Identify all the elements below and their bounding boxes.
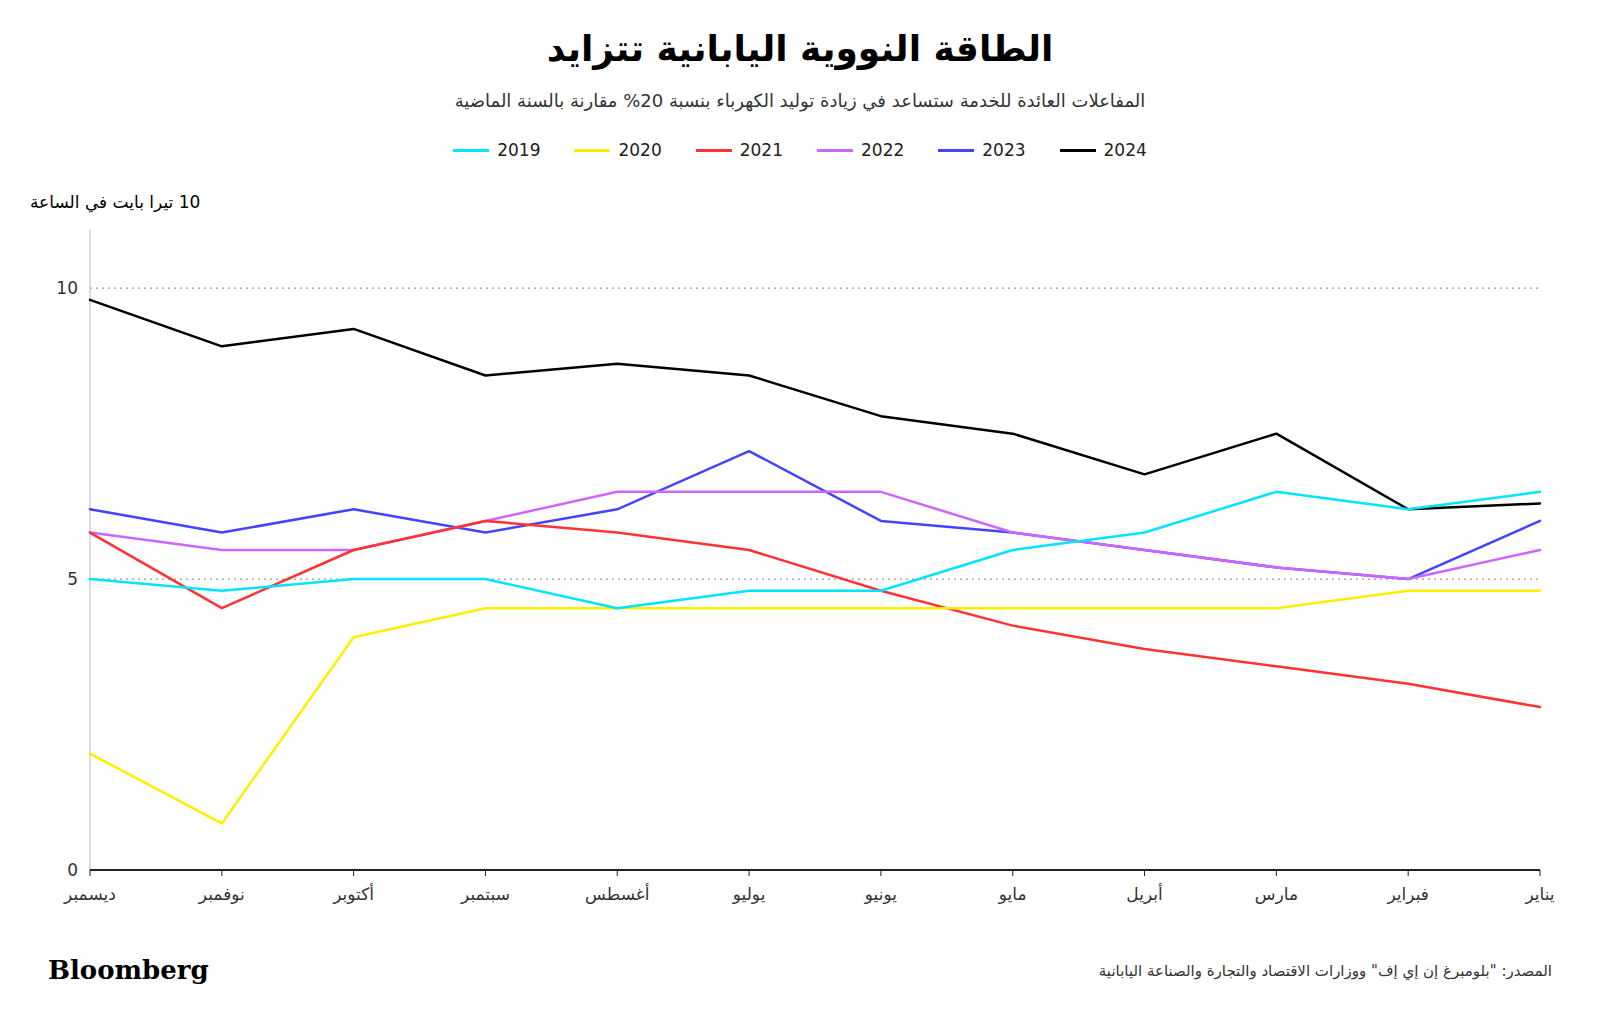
- y-tick-label: 5: [67, 569, 78, 589]
- legend-label: 2021: [740, 140, 783, 160]
- legend-swatch: [938, 149, 974, 152]
- legend-label: 2023: [982, 140, 1025, 160]
- x-tick: [353, 870, 354, 876]
- x-tick-label: يوليو: [732, 884, 766, 904]
- x-tick-label: فبراير: [1386, 884, 1428, 904]
- x-tick-label: أكتوبر: [332, 883, 374, 904]
- series-line: [90, 521, 1540, 707]
- logo: Bloomberg: [48, 955, 209, 985]
- legend-swatch: [574, 149, 610, 152]
- x-tick-label: أغسطس: [585, 883, 649, 904]
- legend-label: 2019: [497, 140, 540, 160]
- x-tick-label: مارس: [1255, 884, 1298, 904]
- x-tick: [90, 870, 91, 876]
- y-axis-line: [90, 230, 91, 870]
- series-line: [90, 492, 1540, 579]
- series-line: [90, 451, 1540, 579]
- legend-label: 2022: [861, 140, 904, 160]
- series-line: [90, 591, 1540, 824]
- x-tick-label: سبتمبر: [460, 884, 510, 904]
- x-tick: [1540, 870, 1541, 876]
- legend-item: 2021: [696, 140, 783, 160]
- grid-line: [90, 288, 1540, 289]
- x-tick: [1012, 870, 1013, 876]
- grid-line: [90, 578, 1540, 579]
- x-tick: [221, 870, 222, 876]
- legend-label: 2024: [1104, 140, 1147, 160]
- legend-item: 2019: [453, 140, 540, 160]
- x-tick-label: أبريل: [1126, 883, 1162, 904]
- legend: 2019 2020 2021 2022 2023 2024: [0, 140, 1600, 160]
- x-tick: [485, 870, 486, 876]
- legend-item: 2023: [938, 140, 1025, 160]
- series-line: [90, 300, 1540, 509]
- x-tick: [880, 870, 881, 876]
- x-tick: [749, 870, 750, 876]
- x-tick: [617, 870, 618, 876]
- x-axis-line: [90, 869, 1540, 871]
- legend-item: 2024: [1060, 140, 1147, 160]
- x-tick-label: يناير: [1524, 884, 1554, 904]
- title: الطاقة النووية اليابانية تتزايد: [0, 28, 1600, 69]
- x-tick-label: مايو: [998, 884, 1027, 904]
- lines: [90, 300, 1540, 824]
- legend-swatch: [1060, 149, 1096, 152]
- legend-label: 2020: [618, 140, 661, 160]
- subtitle: المفاعلات العائدة للخدمة ستساعد في زيادة…: [0, 90, 1600, 111]
- grid-line: [90, 869, 1540, 870]
- source: المصدر: "بلومبرغ إن إي إف" ووزارات الاقت…: [1099, 962, 1552, 980]
- y-tick-label: 10: [56, 278, 78, 298]
- chart: 0 5 10 يناير فبراير مارس أبريل مايو يونيو يوليو أغ…: [0, 0, 1600, 1021]
- grid: [90, 288, 1540, 870]
- legend-swatch: [453, 149, 489, 152]
- y-axis-label: 10 تيرا بايت في الساعة: [30, 192, 200, 212]
- y-tick-label: 0: [67, 860, 78, 880]
- legend-swatch: [696, 149, 732, 152]
- x-tick-label: ديسمبر: [63, 884, 116, 904]
- x-tick: [1276, 870, 1277, 876]
- x-tick-label: نوفمبر: [198, 884, 245, 904]
- legend-item: 2022: [817, 140, 904, 160]
- x-tick: [1144, 870, 1145, 876]
- legend-swatch: [817, 149, 853, 152]
- legend-item: 2020: [574, 140, 661, 160]
- x-tick: [1408, 870, 1409, 876]
- series-line: [90, 492, 1540, 608]
- x-tick-label: يونيو: [864, 884, 897, 904]
